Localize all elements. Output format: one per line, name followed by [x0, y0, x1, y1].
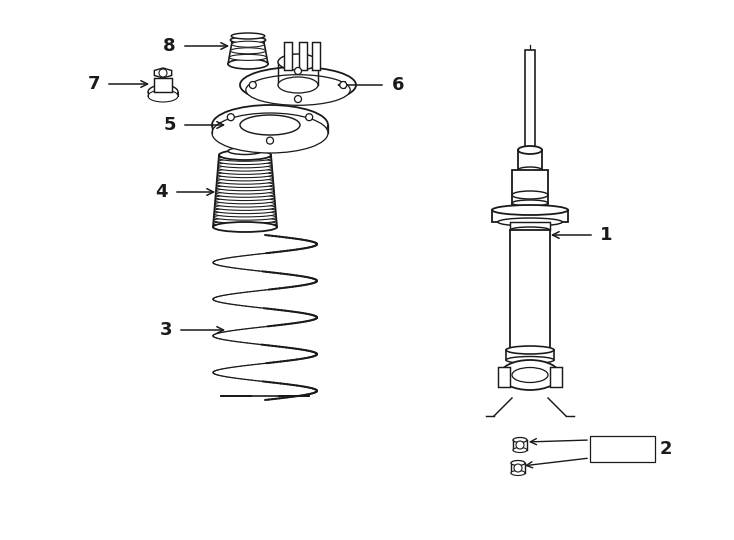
Circle shape: [250, 82, 256, 89]
Ellipse shape: [217, 178, 273, 184]
Bar: [312, 43, 320, 70]
Ellipse shape: [215, 201, 275, 207]
Ellipse shape: [213, 222, 277, 232]
Bar: [512, 170, 548, 210]
Ellipse shape: [218, 165, 272, 171]
Text: 3: 3: [159, 321, 172, 339]
Ellipse shape: [218, 162, 272, 168]
Ellipse shape: [498, 218, 562, 226]
Bar: [550, 367, 562, 387]
Ellipse shape: [500, 360, 560, 390]
Ellipse shape: [219, 150, 271, 160]
Ellipse shape: [230, 48, 266, 54]
Ellipse shape: [512, 191, 548, 199]
Ellipse shape: [513, 448, 527, 453]
Circle shape: [159, 69, 167, 77]
Ellipse shape: [240, 115, 300, 135]
Ellipse shape: [214, 208, 276, 214]
Ellipse shape: [219, 156, 272, 161]
Ellipse shape: [217, 185, 274, 191]
Ellipse shape: [230, 37, 266, 44]
Ellipse shape: [518, 167, 542, 173]
Bar: [511, 463, 525, 473]
Bar: [299, 43, 307, 70]
Ellipse shape: [510, 227, 550, 233]
Ellipse shape: [512, 368, 548, 382]
Bar: [518, 150, 542, 170]
Polygon shape: [154, 68, 172, 78]
Ellipse shape: [215, 198, 275, 204]
Ellipse shape: [232, 41, 264, 47]
Ellipse shape: [278, 54, 318, 70]
Ellipse shape: [214, 204, 275, 211]
Ellipse shape: [216, 188, 274, 194]
Ellipse shape: [216, 191, 275, 197]
Ellipse shape: [148, 90, 178, 102]
Ellipse shape: [246, 75, 350, 105]
Ellipse shape: [148, 85, 178, 99]
Ellipse shape: [228, 147, 262, 154]
Ellipse shape: [229, 55, 266, 60]
Ellipse shape: [217, 175, 273, 181]
Bar: [154, 78, 172, 92]
Text: 2: 2: [660, 440, 672, 458]
Ellipse shape: [511, 470, 525, 476]
Ellipse shape: [214, 214, 276, 220]
Ellipse shape: [213, 224, 277, 230]
Bar: [492, 210, 568, 222]
Ellipse shape: [214, 221, 277, 227]
Ellipse shape: [212, 113, 328, 153]
Ellipse shape: [217, 172, 272, 178]
Ellipse shape: [217, 181, 274, 187]
Ellipse shape: [506, 346, 554, 354]
Ellipse shape: [218, 168, 272, 174]
Ellipse shape: [506, 356, 554, 363]
Text: 8: 8: [164, 37, 176, 55]
Bar: [498, 367, 510, 387]
Text: 4: 4: [156, 183, 168, 201]
Bar: [590, 436, 655, 462]
Ellipse shape: [219, 159, 272, 165]
Ellipse shape: [214, 218, 277, 224]
Text: 7: 7: [87, 75, 100, 93]
Circle shape: [516, 441, 524, 449]
Circle shape: [228, 114, 234, 121]
Ellipse shape: [216, 194, 275, 200]
Ellipse shape: [518, 146, 542, 154]
Ellipse shape: [232, 38, 264, 46]
Text: 6: 6: [392, 76, 404, 94]
Ellipse shape: [231, 33, 265, 39]
Ellipse shape: [240, 67, 356, 103]
Circle shape: [514, 464, 522, 472]
Ellipse shape: [212, 105, 328, 145]
Text: 5: 5: [164, 116, 176, 134]
Ellipse shape: [512, 200, 548, 206]
Text: 1: 1: [600, 226, 612, 244]
Ellipse shape: [492, 205, 568, 215]
Ellipse shape: [513, 437, 527, 442]
Ellipse shape: [228, 59, 268, 69]
Ellipse shape: [511, 461, 525, 465]
Bar: [506, 350, 554, 360]
Circle shape: [340, 82, 346, 89]
Bar: [510, 222, 550, 230]
Circle shape: [294, 68, 302, 75]
Circle shape: [266, 137, 274, 144]
Bar: [525, 50, 535, 150]
Ellipse shape: [219, 152, 271, 158]
Bar: [513, 440, 527, 450]
Ellipse shape: [278, 77, 318, 93]
Ellipse shape: [214, 211, 276, 217]
Bar: [510, 230, 550, 350]
Circle shape: [294, 96, 302, 103]
Bar: [284, 43, 292, 70]
Circle shape: [305, 114, 313, 121]
